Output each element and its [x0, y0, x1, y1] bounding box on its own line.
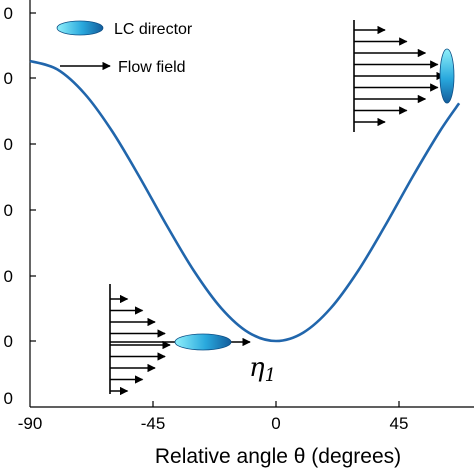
y-tick-label: 0: [4, 69, 13, 88]
x-tick-label: -90: [18, 414, 43, 433]
y-tick-label: 0: [4, 332, 13, 351]
x-tick-label: 45: [390, 414, 409, 433]
y-tick-label: 0: [4, 201, 13, 220]
ticks: -90 -45 0 45 0 0 0 0 0 0 0: [4, 4, 409, 433]
legend-label-director: LC director: [114, 21, 193, 38]
plot-frame: [29, 0, 474, 408]
eta-symbol: η: [249, 353, 265, 383]
y-tick-label: 0: [4, 135, 13, 154]
eta-subscript: 1: [265, 365, 276, 386]
director-horizontal-icon: [174, 333, 232, 351]
eta-annotation: η1: [249, 353, 276, 386]
inset-flow-profile-right: [353, 20, 455, 132]
director-vertical-icon: [439, 48, 455, 104]
x-axis-title: Relative angle θ (degrees): [155, 445, 401, 468]
y-tick-label: 0: [4, 267, 13, 286]
series-curve: [29, 59, 461, 343]
legend: LC director Flow field: [56, 20, 193, 76]
y-tick-label: 0: [4, 4, 13, 23]
legend-label-flow: Flow field: [118, 59, 186, 76]
x-tick-label: 0: [271, 414, 280, 433]
x-tick-label: -45: [141, 414, 166, 433]
y-tick-label: 0: [4, 389, 13, 408]
inset-flow-profile-bottom: [109, 284, 251, 396]
legend-director-icon: [56, 20, 104, 36]
